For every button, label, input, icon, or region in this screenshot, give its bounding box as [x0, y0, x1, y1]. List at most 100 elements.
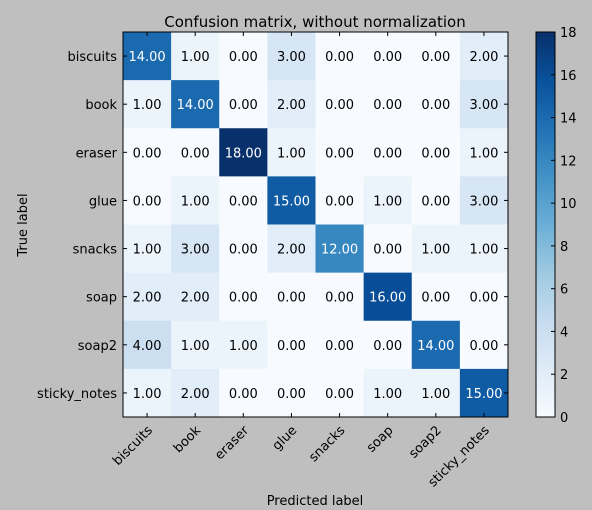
- heatmap-cell: [459, 224, 509, 274]
- cell-value-label: 0.00: [229, 387, 258, 402]
- colorbar-tick-label: 4: [560, 325, 568, 340]
- heatmap-cell: [411, 320, 461, 370]
- y-tick-label: snacks: [73, 243, 118, 258]
- heatmap-cell: [123, 128, 172, 177]
- cell-value-label: 0.00: [325, 387, 354, 402]
- cell-value-label: 14.00: [128, 50, 165, 65]
- cell-value-label: 0.00: [325, 50, 354, 65]
- heatmap-cell: [123, 224, 172, 274]
- heatmap-cell: [171, 80, 220, 129]
- heatmap-cell: [363, 272, 413, 322]
- heatmap-cell: [123, 272, 172, 322]
- cell-value-label: 0.00: [325, 194, 354, 209]
- cell-value-label: 0.00: [373, 339, 402, 354]
- heatmap-cell: [315, 176, 365, 225]
- heatmap-cell: [411, 368, 461, 418]
- heatmap-cell: [459, 80, 509, 129]
- x-tick-label: book: [171, 423, 204, 456]
- heatmap-cell: [267, 128, 316, 177]
- colorbar-tick-label: 14: [560, 112, 577, 127]
- y-tick-label: biscuits: [67, 50, 117, 65]
- colorbar-ticks: 0 2 4 6 8 10 12 14 16 18: [551, 26, 577, 426]
- heatmap-cell: [315, 224, 365, 274]
- cell-value-label: 1.00: [181, 50, 210, 65]
- colorbar-tick-label: 10: [560, 197, 577, 212]
- cell-value-label: 0.00: [277, 291, 306, 306]
- cell-value-label: 0.00: [229, 291, 258, 306]
- cell-value-label: 1.00: [133, 387, 162, 402]
- cell-value-label: 0.00: [373, 243, 402, 258]
- chart-title: Confusion matrix, without normalization: [164, 13, 466, 31]
- heatmap-cell: [315, 128, 365, 177]
- heatmap-cell: [123, 32, 172, 81]
- y-tick-label: soap: [86, 291, 117, 306]
- heatmap-cell: [267, 176, 316, 225]
- heatmap-cell: [315, 32, 365, 81]
- y-tick-label: eraser: [76, 146, 118, 161]
- cell-value-label: 1.00: [373, 387, 402, 402]
- cell-value-label: 1.00: [181, 339, 210, 354]
- cell-value-label: 3.00: [181, 243, 210, 258]
- heatmap-cell: [363, 224, 413, 274]
- cell-value-label: 1.00: [469, 146, 498, 161]
- heatmap-cell: [123, 176, 172, 225]
- heatmap-cell: [363, 32, 413, 81]
- colorbar-tick-label: 16: [560, 69, 577, 84]
- cell-value-label: 0.00: [277, 387, 306, 402]
- x-tick-label: biscuits: [110, 423, 156, 469]
- colorbar-tick-label: 0: [560, 411, 568, 426]
- heatmap-cell: [171, 320, 220, 370]
- colorbar-tick-label: 8: [560, 240, 568, 255]
- heatmap-cell: [363, 128, 413, 177]
- cell-value-label: 0.00: [181, 146, 210, 161]
- cell-value-label: 0.00: [421, 98, 450, 113]
- heatmap-cell: [363, 320, 413, 370]
- cell-value-label: 2.00: [469, 50, 498, 65]
- heatmap-cell: [315, 272, 365, 322]
- heatmap-cell: [363, 80, 413, 129]
- heatmap-cell: [411, 32, 461, 81]
- cell-value-label: 0.00: [421, 291, 450, 306]
- cell-value-label: 2.00: [277, 98, 306, 113]
- cell-value-label: 0.00: [325, 98, 354, 113]
- heatmap-cell: [219, 224, 268, 274]
- cell-value-label: 15.00: [273, 194, 310, 209]
- heatmap-cell: [171, 128, 220, 177]
- cell-value-label: 2.00: [181, 387, 210, 402]
- heatmap-cell: [219, 128, 268, 177]
- cell-value-label: 0.00: [373, 146, 402, 161]
- cell-value-label: 1.00: [133, 98, 162, 113]
- heatmap-cell: [411, 128, 461, 177]
- heatmap-cell: [363, 176, 413, 225]
- cell-value-label: 3.00: [277, 50, 306, 65]
- cell-value-label: 0.00: [373, 98, 402, 113]
- y-tick-label: soap2: [78, 339, 117, 354]
- cell-value-label: 18.00: [225, 146, 262, 161]
- cell-value-label: 0.00: [133, 194, 162, 209]
- y-tick-label: glue: [89, 194, 117, 209]
- heatmap-cell: [411, 176, 461, 225]
- heatmap-cell: [171, 368, 220, 418]
- cell-value-label: 1.00: [133, 243, 162, 258]
- cell-value-label: 14.00: [417, 339, 454, 354]
- cell-value-label: 0.00: [325, 146, 354, 161]
- heatmap-cell: [459, 368, 509, 418]
- heatmap-cell: [267, 368, 316, 418]
- heatmap-cell: [315, 320, 365, 370]
- cell-value-label: 3.00: [469, 98, 498, 113]
- heatmap-cell: [459, 176, 509, 225]
- cell-value-label: 1.00: [421, 243, 450, 258]
- x-tick-label: soap2: [406, 423, 444, 461]
- y-tick-label: sticky_notes: [37, 387, 117, 402]
- heatmap-cell: [459, 32, 509, 81]
- heatmap-cell: [219, 368, 268, 418]
- cell-value-label: 0.00: [325, 339, 354, 354]
- cell-value-label: 15.00: [465, 387, 502, 402]
- heatmap-cell: [171, 32, 220, 81]
- heatmap-cell: [315, 368, 365, 418]
- cell-value-label: 2.00: [133, 291, 162, 306]
- cell-value-label: 0.00: [229, 194, 258, 209]
- cell-value-label: 2.00: [277, 243, 306, 258]
- heatmap-cell: [459, 272, 509, 322]
- heatmap-cell: [171, 272, 220, 322]
